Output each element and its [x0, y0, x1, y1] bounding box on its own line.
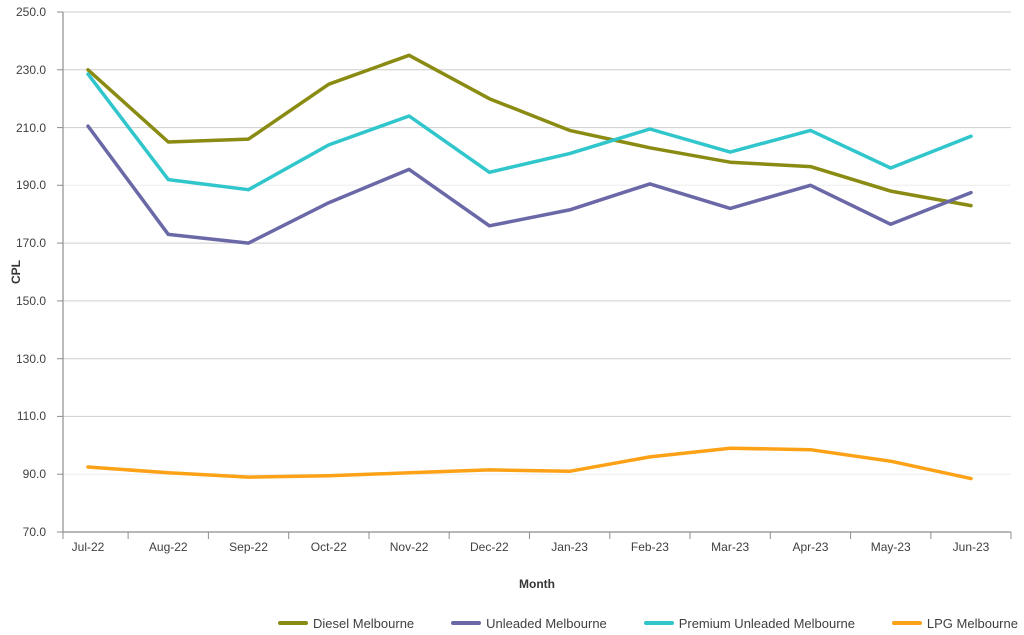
legend: Diesel Melbourne Unleaded Melbourne Premiu…: [278, 612, 1018, 634]
x-tick-label: Dec-22: [470, 540, 509, 554]
x-tick-label: Jan-23: [551, 540, 588, 554]
x-tick-label: Aug-22: [148, 540, 188, 554]
legend-item-lpg-melbourne: LPG Melbourne: [891, 615, 1018, 631]
y-tick-label: 230.0: [15, 62, 46, 77]
legend-label: Premium Unleaded Melbourne: [678, 615, 855, 631]
legend-item-unleaded-melbourne: Unleaded Melbourne: [451, 616, 607, 631]
x-tick-label: Mar-23: [711, 540, 750, 554]
series-line-premium-unleaded-melbourne: [86, 72, 973, 192]
y-tick-label: 170.0: [15, 236, 46, 251]
y-tick-label: 90.0: [22, 467, 46, 482]
x-tick-label: Jul-22: [71, 540, 105, 554]
series-line-diesel-melbourne: [86, 53, 973, 208]
y-tick-label: 210.0: [15, 120, 46, 135]
legend-item-premium-unleaded-melbourne: Premium Unleaded Melbourne: [643, 615, 855, 631]
y-tick-label: 130.0: [15, 351, 46, 366]
legend-line-swatch: [278, 621, 308, 625]
x-tick-label: Jun-23: [952, 540, 990, 554]
series-line-unleaded-melbourne: [86, 124, 973, 245]
x-axis-title: Month: [519, 577, 555, 591]
y-axis-title: CPL: [9, 260, 23, 284]
y-tick-label: 150.0: [15, 293, 46, 308]
legend-label: Diesel Melbourne: [313, 615, 415, 631]
y-tick-label: 250.0: [15, 5, 46, 19]
y-tick-label: 70.0: [22, 525, 46, 539]
x-tick-label: Nov-22: [389, 540, 429, 554]
legend-line-swatch: [451, 621, 482, 625]
x-tick-label: Oct-22: [310, 540, 347, 554]
legend-label: LPG Melbourne: [926, 615, 1018, 631]
legend-label: Unleaded Melbourne: [486, 615, 607, 631]
y-tick-label: 110.0: [16, 409, 46, 424]
legend-line-swatch: [891, 621, 922, 625]
x-tick-label: Apr-23: [792, 540, 829, 554]
x-tick-label: Sep-22: [229, 540, 268, 554]
x-tick-label: May-23: [870, 540, 911, 554]
y-tick-label: 190.0: [15, 178, 46, 193]
legend-item-diesel-melbourne: Diesel Melbourne: [278, 616, 414, 631]
x-tick-label: Feb-23: [630, 540, 669, 554]
legend-line-swatch: [643, 621, 674, 625]
series-line-lpg-melbourne: [86, 446, 973, 481]
